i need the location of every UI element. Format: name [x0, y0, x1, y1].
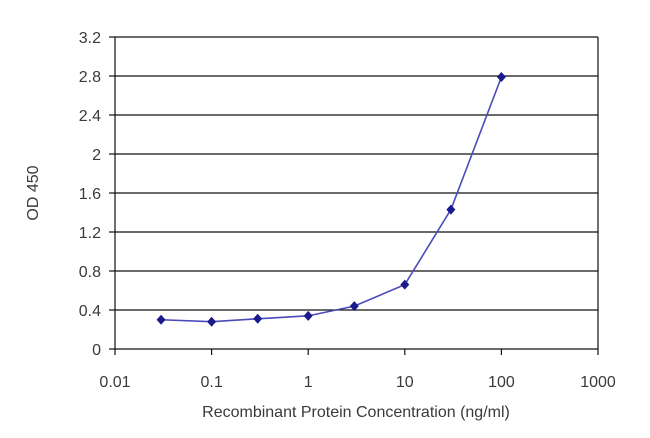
data-point	[156, 314, 166, 325]
x-tick-label: 0.01	[99, 374, 130, 391]
data-point	[400, 279, 410, 290]
x-tick-label: 1	[304, 374, 313, 391]
x-axis-label: Recombinant Protein Concentration (ng/ml…	[202, 404, 510, 421]
y-axis-ticks: 0 0.4 0.8 1.2 1.6 2 2.4 2.8 3.2	[79, 30, 115, 359]
x-tick-label: 100	[488, 374, 515, 391]
data-point	[446, 204, 456, 215]
data-point	[349, 301, 359, 312]
data-point	[207, 316, 217, 327]
y-tick-label: 2.8	[79, 69, 101, 86]
y-tick-label: 1.6	[79, 186, 101, 203]
y-tick-label: 1.2	[79, 225, 101, 242]
y-tick-label: 0.4	[79, 303, 101, 320]
y-tick-label: 0	[92, 342, 101, 359]
x-tick-label: 10	[396, 374, 414, 391]
y-tick-label: 3.2	[79, 30, 101, 47]
y-tick-label: 0.8	[79, 264, 101, 281]
data-point	[496, 71, 506, 82]
x-tick-label: 1000	[580, 374, 616, 391]
data-point	[303, 310, 313, 321]
gridlines	[115, 36, 598, 311]
y-axis-label: OD 450	[25, 165, 42, 220]
series-line	[161, 76, 503, 323]
x-tick-label: 0.1	[200, 374, 222, 391]
x-axis-ticks: 0.01 0.1 1 10 100 1000	[99, 349, 616, 391]
y-tick-label: 2.4	[79, 108, 101, 125]
data-series	[156, 71, 506, 327]
y-tick-label: 2	[92, 147, 101, 164]
data-point	[253, 313, 263, 324]
